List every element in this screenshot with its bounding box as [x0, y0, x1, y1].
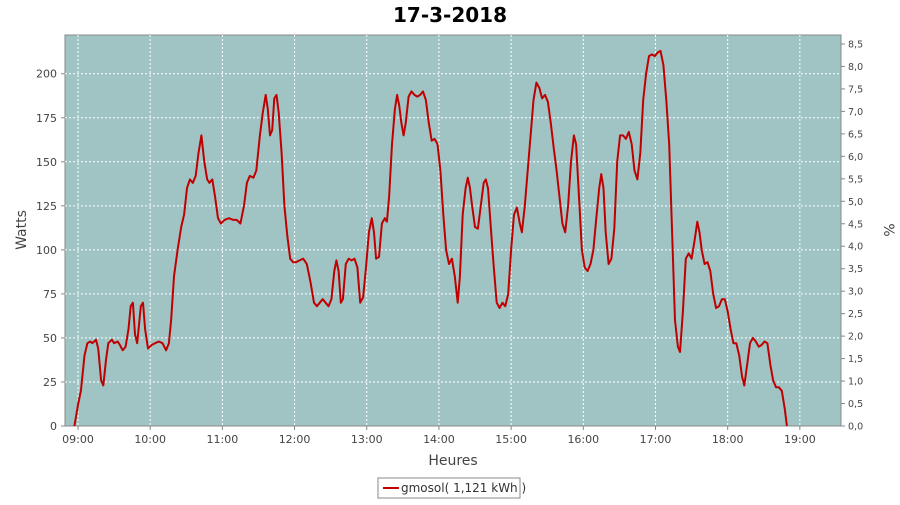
y2-tick-label: 6,0 — [848, 152, 863, 163]
y2-tick-label: 1,0 — [848, 377, 863, 388]
y2-tick-label: 7,0 — [848, 107, 863, 118]
legend: gmosol( 1,121 kWh ) — [377, 477, 526, 499]
x-tick-label: 17:00 — [640, 433, 672, 446]
x-tick-label: 13:00 — [351, 433, 383, 446]
y2-tick-label: 6,5 — [848, 129, 863, 140]
legend-box — [377, 477, 521, 499]
y2-tick-label: 3,0 — [848, 287, 863, 298]
y2-tick-label: 5,0 — [848, 197, 863, 208]
y2-tick-label: 5,5 — [848, 174, 863, 185]
y2-tick-label: 1,5 — [848, 354, 863, 365]
y-tick-label: 50 — [43, 332, 57, 345]
grid-lines — [65, 35, 841, 426]
y2-tick-label: 3,5 — [848, 264, 863, 275]
y2-tick-label: 0,0 — [848, 422, 863, 433]
y2-tick-label: 4,0 — [848, 242, 863, 253]
y-tick-label: 150 — [36, 156, 57, 169]
y2-tick-label: 7,5 — [848, 84, 863, 95]
chart-title: 17-3-2018 — [393, 3, 507, 27]
legend-label: gmosol( 1,121 kWh ) — [401, 481, 526, 495]
y-tick-label: 0 — [50, 420, 57, 433]
x-tick-label: 19:00 — [784, 433, 816, 446]
x-tick-label: 10:00 — [134, 433, 166, 446]
y-tick-label: 200 — [36, 68, 57, 81]
y2-tick-label: 0,5 — [848, 399, 863, 410]
axes: 09:00 10:00 11:00 12:00 13:00 14:00 15:00 16:00… — [36, 39, 863, 446]
y2-axis-label: % — [880, 223, 896, 236]
y2-tick-label: 2,5 — [848, 309, 863, 320]
series-line — [73, 49, 788, 427]
y-tick-label: 25 — [43, 376, 57, 389]
plot-area — [64, 34, 842, 427]
x-tick-label: 14:00 — [423, 433, 455, 446]
x-tick-label: 12:00 — [279, 433, 311, 446]
x-tick-label: 18:00 — [712, 433, 744, 446]
y2-tick-label: 2,0 — [848, 332, 863, 343]
y2-tick-label: 4,5 — [848, 219, 863, 230]
y-axis-label: Watts — [14, 210, 30, 250]
x-axis-label: Heures — [428, 453, 477, 469]
y-tick-label: 125 — [36, 200, 57, 213]
series-layer — [73, 49, 788, 427]
x-tick-label: 15:00 — [495, 433, 527, 446]
x-tick-label: 16:00 — [567, 433, 599, 446]
y-tick-label: 100 — [36, 244, 57, 257]
y2-tick-label: 8,0 — [848, 62, 863, 73]
x-tick-label: 09:00 — [62, 433, 94, 446]
y-tick-label: 75 — [43, 288, 57, 301]
y2-tick-label: 8,5 — [848, 39, 863, 50]
y-tick-label: 175 — [36, 112, 57, 125]
x-tick-label: 11:00 — [207, 433, 239, 446]
